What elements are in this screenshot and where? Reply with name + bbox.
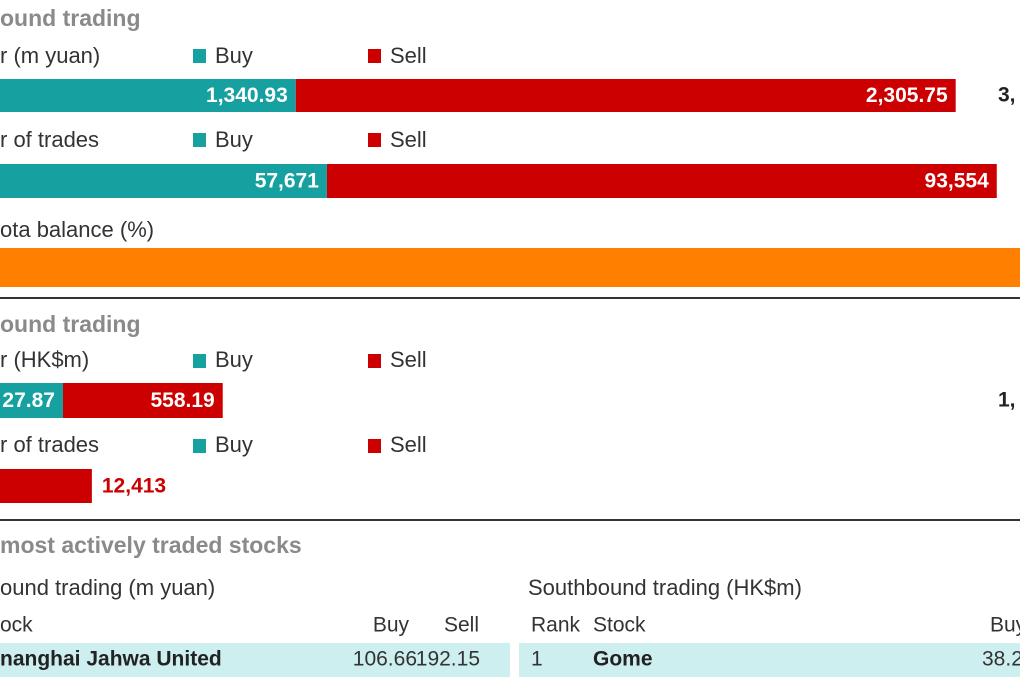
legend-label: Sell (390, 432, 427, 457)
legend-label: Buy (215, 432, 253, 457)
section-title: ound trading (0, 5, 141, 31)
table-cell: Gome (593, 648, 653, 671)
total-label: 1, (998, 389, 1016, 412)
table-cell: 192.15 (416, 648, 480, 671)
legend-label: Sell (390, 347, 427, 372)
value-label: 57,671 (255, 170, 320, 193)
table-header: ock (0, 614, 33, 637)
section-title: ound trading (0, 311, 141, 337)
table-cell: nanghai Jahwa United (0, 648, 222, 671)
value-label: 27.87 (2, 389, 55, 412)
value-label: 558.19 (150, 389, 214, 412)
legend-label: Buy (215, 127, 253, 152)
row-label: r (HK$m) (0, 347, 89, 372)
table-header: Buy (990, 614, 1020, 637)
value-label: 2,305.75 (866, 84, 948, 107)
legend-swatch (368, 49, 381, 63)
total-label: 3, (998, 84, 1016, 107)
row-label: r of trades (0, 127, 99, 152)
sell-bar (295, 79, 956, 112)
row-label: r of trades (0, 432, 99, 457)
row-bg (0, 643, 510, 677)
buy-bar (0, 383, 63, 418)
legend-swatch (368, 133, 381, 147)
legend-swatch (193, 133, 206, 147)
table-header: Stock (593, 614, 646, 637)
sell-bar (0, 469, 92, 503)
buy-bar (0, 164, 327, 198)
buy-bar (0, 79, 296, 112)
quota-bar (0, 248, 1020, 287)
legend-label: Buy (215, 43, 253, 68)
sell-bar (326, 164, 997, 198)
legend-swatch (368, 354, 381, 368)
legend-swatch (193, 49, 206, 63)
legend-label: Sell (390, 127, 427, 152)
table-cell: 1 (531, 648, 543, 671)
legend-label: Buy (215, 347, 253, 372)
table-cell: 106.66 (353, 648, 417, 671)
table-title: Southbound trading (HK$m) (528, 575, 802, 600)
row-label: ota balance (%) (0, 217, 154, 242)
value-label: 93,554 (925, 170, 990, 193)
table-title: ound trading (m yuan) (0, 575, 215, 600)
table-header: Sell (444, 614, 479, 637)
sell-bar (62, 383, 223, 418)
table-cell: 38.2 (982, 648, 1020, 671)
value-label: 12,413 (102, 475, 166, 498)
legend-label: Sell (390, 43, 427, 68)
value-label: 1,340.93 (206, 84, 288, 107)
legend-swatch (368, 439, 381, 453)
row-bg (519, 643, 1020, 677)
legend-swatch (193, 354, 206, 368)
legend-swatch (193, 439, 206, 453)
section-title: most actively traded stocks (0, 532, 302, 558)
table-header: Rank (531, 614, 581, 637)
table-header: Buy (373, 614, 410, 637)
row-label: r (m yuan) (0, 43, 100, 68)
